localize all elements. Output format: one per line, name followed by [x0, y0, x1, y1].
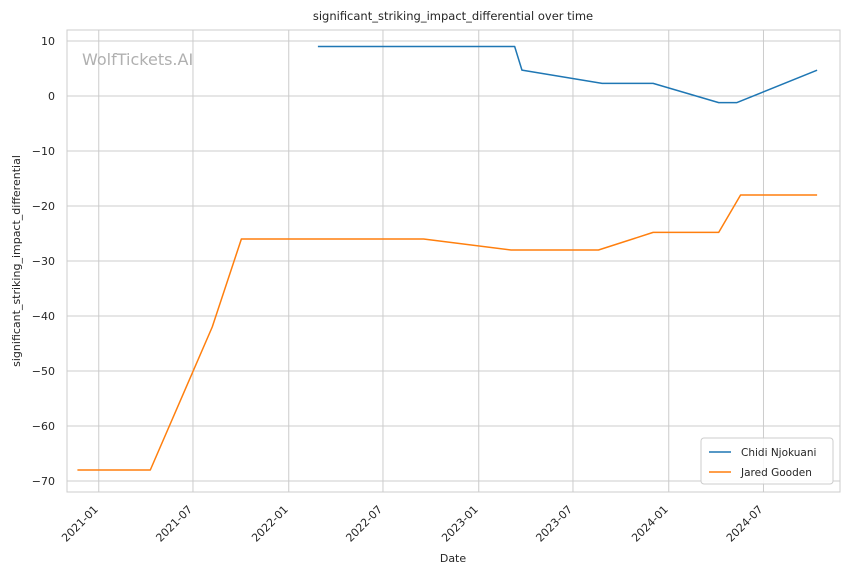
y-tick-label: −50 — [32, 365, 55, 378]
x-axis-label: Date — [440, 552, 467, 565]
x-tick-label: 2021-01 — [59, 503, 101, 545]
y-axis-label: significant_striking_impact_differential — [10, 155, 23, 367]
x-tick-label: 2024-01 — [629, 503, 671, 545]
y-tick-label: −30 — [32, 255, 55, 268]
series-line-jared-gooden — [77, 194, 818, 471]
x-tick-label: 2021-07 — [153, 503, 195, 545]
legend-label-jared-gooden: Jared Gooden — [740, 467, 812, 479]
y-tick-label: −40 — [32, 310, 55, 323]
series-layer — [77, 45, 818, 471]
legend: Chidi Njokuani Jared Gooden — [700, 437, 834, 485]
y-tick-label: −70 — [32, 475, 55, 488]
x-tick-label: 2022-07 — [343, 503, 385, 545]
x-tick-label: 2023-01 — [439, 503, 481, 545]
y-axis-ticks: 10 0 −10 −20 −30 −40 −50 −60 −70 — [32, 35, 55, 488]
y-tick-label: −60 — [32, 420, 55, 433]
y-tick-label: 0 — [48, 90, 55, 103]
x-axis-ticks: 2021-01 2021-07 2022-01 2022-07 2023-01 2023-… — [59, 503, 765, 545]
legend-box — [700, 437, 834, 485]
y-tick-label: −20 — [32, 200, 55, 213]
chart-title: significant_striking_impact_differential… — [313, 9, 593, 23]
x-tick-label: 2022-01 — [249, 503, 291, 545]
series-line-chidi-njokuani — [317, 45, 818, 104]
y-tick-label: −10 — [32, 145, 55, 158]
x-tick-label: 2024-07 — [724, 503, 766, 545]
grid-lines — [67, 30, 840, 492]
y-tick-label: 10 — [41, 35, 55, 48]
legend-label-chidi-njokuani: Chidi Njokuani — [741, 447, 816, 459]
watermark-text: WolfTickets.AI — [82, 50, 193, 69]
x-tick-label: 2023-07 — [533, 503, 575, 545]
